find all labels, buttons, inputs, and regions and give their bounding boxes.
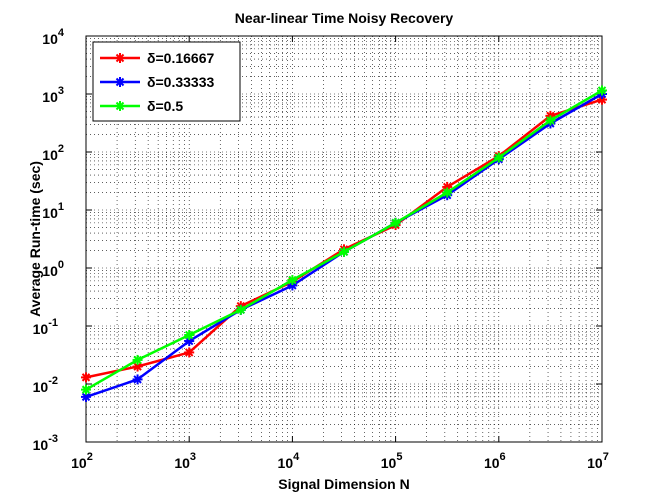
x-tick-label: 103 [174,451,196,471]
series-3-point [493,152,504,163]
series-3-point [390,217,401,228]
y-tick-label: 10-1 [33,317,58,337]
legend-swatch-marker [115,53,125,63]
y-tick-label: 100 [42,259,64,279]
x-tick-label: 107 [587,451,609,471]
legend-entry-label: δ=0.5 [147,98,183,114]
series-3-point [235,304,246,315]
y-tick-label: 104 [42,27,65,47]
x-tick-label: 106 [484,451,506,471]
series-group [81,85,607,402]
series-3-point [287,275,298,286]
x-axis-label: Signal Dimension N [278,476,409,492]
series-3-point [442,187,453,198]
series-1-point [184,347,195,358]
x-tick-label: 102 [71,451,93,471]
plot-frame [85,35,603,443]
legend: δ=0.16667 δ=0.33333 δ=0.5 [92,41,241,122]
x-tick-label: 104 [278,451,301,471]
chart-title: Near-linear Time Noisy Recovery [235,10,454,26]
series-3-point [184,329,195,340]
series-3-point [339,246,350,257]
series-3-point [545,115,556,126]
y-tick-label: 103 [42,85,64,105]
y-tick-label: 101 [42,201,64,221]
x-tick-label: 105 [381,451,403,471]
series-1-point [132,361,143,372]
y-tick-label: 102 [42,143,64,163]
y-tick-label: 10-3 [33,433,58,453]
y-tick-label: 10-2 [33,375,58,395]
series-2-point [132,374,143,385]
series-1-point [81,372,91,383]
legend-swatch-marker [115,77,125,87]
legend-swatch-marker [115,101,125,111]
series-3-point [597,85,607,96]
legend-entry-label: δ=0.33333 [147,74,214,90]
series-3-point [132,354,143,365]
legend-entry-label: δ=0.16667 [147,50,214,66]
series-3-point [81,384,91,395]
series-3 [81,85,607,395]
y-axis-label: Average Run-time (sec) [27,161,43,317]
